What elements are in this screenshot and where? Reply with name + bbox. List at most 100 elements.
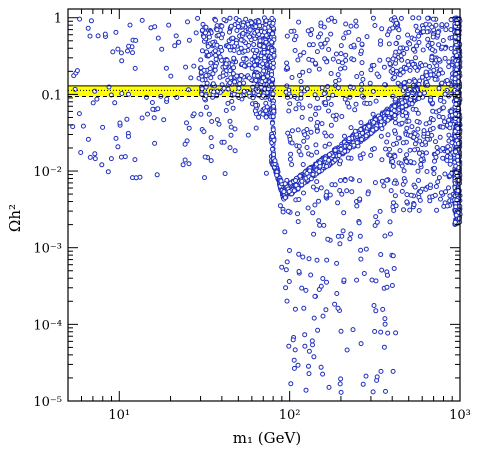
data-point [433, 139, 438, 145]
data-point [199, 48, 205, 54]
data-point [211, 89, 217, 95]
data-point [215, 88, 221, 94]
data-point [301, 50, 307, 56]
data-point [234, 28, 240, 33]
data-point [414, 28, 420, 34]
data-point [338, 389, 344, 395]
data-point [349, 189, 355, 195]
data-point [254, 58, 260, 64]
data-point [87, 154, 93, 160]
data-point [326, 108, 331, 114]
data-point [300, 69, 306, 75]
data-point [208, 158, 214, 164]
data-point [378, 252, 384, 257]
data-point [382, 316, 388, 322]
data-point [306, 371, 312, 377]
data-point [409, 101, 415, 107]
data-point [357, 233, 363, 239]
data-point [284, 65, 290, 71]
data-point [306, 256, 312, 262]
data-point [390, 67, 396, 72]
data-point [424, 73, 430, 79]
data-point [358, 155, 364, 161]
data-point [351, 57, 357, 63]
data-point [370, 389, 376, 395]
data-point [399, 100, 405, 106]
data-point [379, 178, 385, 184]
data-point [397, 148, 403, 154]
data-point [430, 117, 436, 123]
data-point [430, 108, 436, 114]
data-point [208, 60, 214, 66]
data-point [253, 24, 259, 29]
data-point [185, 19, 190, 25]
data-point [435, 149, 441, 155]
data-point [271, 60, 276, 66]
data-point [263, 39, 269, 45]
data-point [444, 203, 450, 209]
data-point [377, 57, 383, 63]
data-point [308, 272, 314, 278]
data-point [356, 37, 362, 43]
data-point [419, 142, 425, 148]
data-point [384, 139, 390, 145]
data-point [373, 98, 379, 104]
data-point [452, 34, 458, 40]
data-point [286, 189, 292, 194]
data-point [418, 161, 424, 167]
data-point [425, 82, 431, 88]
data-point [269, 39, 275, 45]
data-point [343, 57, 349, 63]
data-point [412, 184, 418, 190]
data-point [260, 61, 266, 67]
data-point [392, 128, 398, 134]
data-point [387, 219, 393, 225]
data-point [332, 301, 338, 307]
data-point [420, 47, 426, 53]
data-point [353, 23, 359, 29]
data-point [310, 184, 316, 190]
data-point [364, 34, 370, 40]
data-point [338, 376, 344, 382]
data-point [416, 33, 422, 39]
data-point [80, 123, 86, 129]
data-point [255, 88, 261, 94]
data-point [452, 219, 458, 225]
data-point [342, 133, 347, 139]
data-point [325, 84, 331, 89]
data-point [358, 247, 364, 253]
data-point [321, 222, 327, 228]
x-tick-label: 10³ [449, 408, 471, 423]
data-point [102, 31, 108, 37]
data-point [296, 101, 302, 107]
data-point [328, 31, 334, 37]
data-point [262, 25, 268, 31]
data-point [320, 371, 326, 377]
data-point [132, 157, 138, 163]
data-point [313, 142, 319, 148]
data-point [251, 42, 257, 47]
data-point [372, 329, 378, 334]
data-point [257, 42, 263, 48]
data-point [378, 329, 384, 335]
data-point [345, 155, 351, 161]
data-point [206, 52, 212, 58]
data-point [287, 101, 293, 107]
data-point [385, 330, 391, 336]
data-point [368, 67, 374, 73]
data-point [433, 184, 439, 189]
data-point [325, 236, 331, 242]
data-point [393, 330, 399, 336]
data-point [406, 118, 412, 124]
data-point [399, 163, 405, 169]
data-point [295, 219, 301, 225]
data-point [371, 303, 377, 308]
data-point [394, 20, 400, 26]
data-point [232, 148, 238, 154]
data-point [415, 168, 421, 174]
data-point [305, 28, 311, 34]
data-point [291, 357, 297, 363]
data-point [406, 78, 412, 84]
data-point [308, 176, 314, 182]
data-point [372, 223, 378, 228]
